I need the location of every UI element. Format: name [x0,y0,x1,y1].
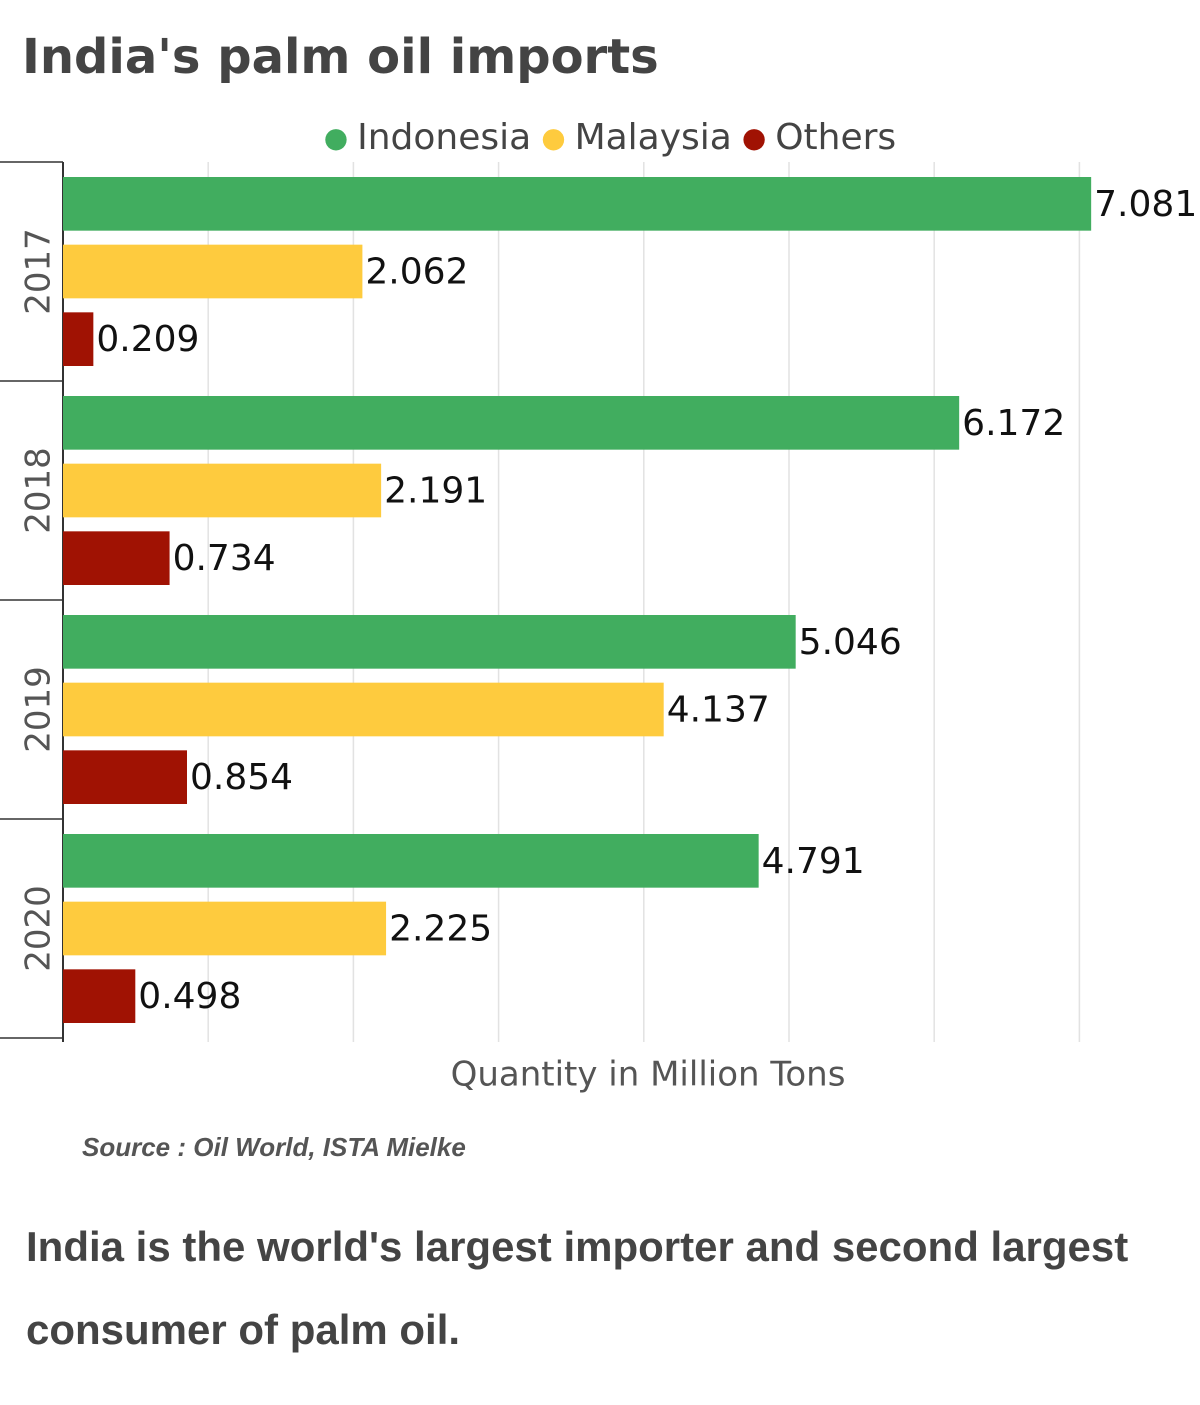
value-label: 6.172 [962,403,1065,444]
value-label: 0.734 [173,538,276,579]
value-label: 2.062 [365,252,468,293]
y-tick-label: 2019 [19,666,59,753]
value-label: 0.854 [190,757,293,798]
bar [63,901,387,956]
value-label: 0.209 [96,319,199,360]
legend-label: Malaysia [575,117,732,158]
y-tick-label: 2018 [19,447,59,534]
legend: ● Indonesia ● Malaysia ● Others [324,117,896,158]
bar [63,177,1092,231]
bar [63,244,363,299]
bar [63,969,136,1023]
value-label: 2.225 [389,909,492,950]
bar [63,682,664,737]
bar [63,463,382,518]
bar [63,312,94,366]
chart: India's palm oil imports Quantity in Mil… [0,29,1197,1162]
chart-title: India's palm oil imports [22,29,659,85]
value-label: 2.191 [384,471,487,512]
value-label: 5.046 [799,622,902,663]
value-label: 7.081 [1094,184,1197,225]
legend-marker: ● [541,121,574,154]
legend-label: Indonesia [357,117,531,158]
bar [63,750,188,804]
bar [63,396,960,450]
bar [63,531,170,585]
value-label: 0.498 [138,976,241,1017]
value-label: 4.791 [762,841,865,882]
bar [63,834,759,888]
x-axis-label: Quantity in Million Tons [451,1055,846,1095]
legend-label: Others [775,117,896,158]
bar [63,615,796,669]
value-label: 4.137 [667,690,770,731]
legend-marker: ● [324,121,357,154]
y-tick-label: 2017 [19,228,59,315]
legend-marker: ● [742,121,775,154]
footer-text: India is the world's largest importer an… [26,1223,1129,1353]
y-tick-label: 2020 [19,885,59,972]
source: Source : Oil World, ISTA Mielke [82,1132,466,1162]
